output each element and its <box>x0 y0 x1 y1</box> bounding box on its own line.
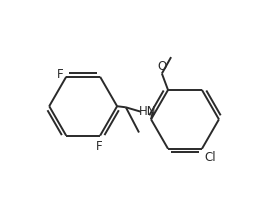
Text: Cl: Cl <box>205 151 216 164</box>
Text: O: O <box>157 60 167 73</box>
Text: HN: HN <box>138 105 156 118</box>
Text: F: F <box>96 140 102 153</box>
Text: F: F <box>56 68 63 81</box>
